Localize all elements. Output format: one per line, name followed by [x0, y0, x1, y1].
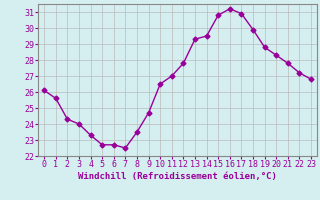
X-axis label: Windchill (Refroidissement éolien,°C): Windchill (Refroidissement éolien,°C): [78, 172, 277, 181]
